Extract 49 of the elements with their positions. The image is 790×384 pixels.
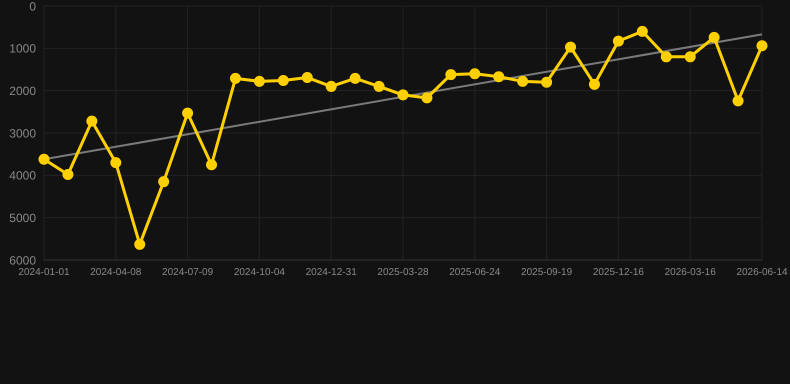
x-tick-label: 2024-07-09 xyxy=(162,267,214,278)
point xyxy=(350,72,361,84)
point xyxy=(206,159,218,170)
point xyxy=(541,76,552,88)
point xyxy=(278,75,289,86)
y-tick-label: 0 xyxy=(29,0,36,14)
x-tick-label: 2026-06-14 xyxy=(736,267,788,278)
x-tick-label: 2025-09-19 xyxy=(521,267,573,278)
point xyxy=(158,176,170,188)
point xyxy=(86,116,98,127)
point xyxy=(469,68,480,80)
point xyxy=(732,95,744,106)
y-tick-label: 3000 xyxy=(9,126,36,140)
point xyxy=(517,76,528,87)
x-tick-label: 2026-03-16 xyxy=(664,267,716,278)
point xyxy=(302,72,313,84)
point xyxy=(588,78,600,90)
point xyxy=(326,80,337,92)
y-tick-label: 4000 xyxy=(9,168,36,183)
point xyxy=(660,51,672,62)
y-tick-label: 6000 xyxy=(9,253,36,268)
point xyxy=(110,157,122,168)
x-tick-label: 2024-04-08 xyxy=(90,267,142,278)
y-tick-label: 5000 xyxy=(9,210,36,225)
point xyxy=(421,92,432,104)
point xyxy=(62,168,74,180)
point xyxy=(636,26,648,37)
point xyxy=(493,71,504,82)
point xyxy=(756,40,768,52)
y-tick-label: 2000 xyxy=(9,84,36,98)
point xyxy=(612,36,624,47)
point xyxy=(565,42,576,53)
x-tick-label: 2025-06-24 xyxy=(449,267,501,278)
point xyxy=(38,154,50,165)
point xyxy=(684,51,696,62)
x-tick-label: 2024-01-01 xyxy=(18,267,70,278)
x-tick-label: 2024-12-31 xyxy=(306,267,358,278)
x-tick-label: 2024-10-04 xyxy=(234,267,286,278)
point xyxy=(134,238,146,250)
point xyxy=(230,72,241,84)
point xyxy=(254,76,265,87)
x-tick-label: 2025-03-28 xyxy=(377,267,430,278)
point xyxy=(445,69,456,80)
point xyxy=(374,80,385,92)
point xyxy=(398,89,408,100)
point xyxy=(182,108,194,119)
y-tick-label: 1000 xyxy=(9,42,36,56)
x-tick-label: 2025-12-16 xyxy=(592,267,644,278)
point xyxy=(708,32,720,43)
